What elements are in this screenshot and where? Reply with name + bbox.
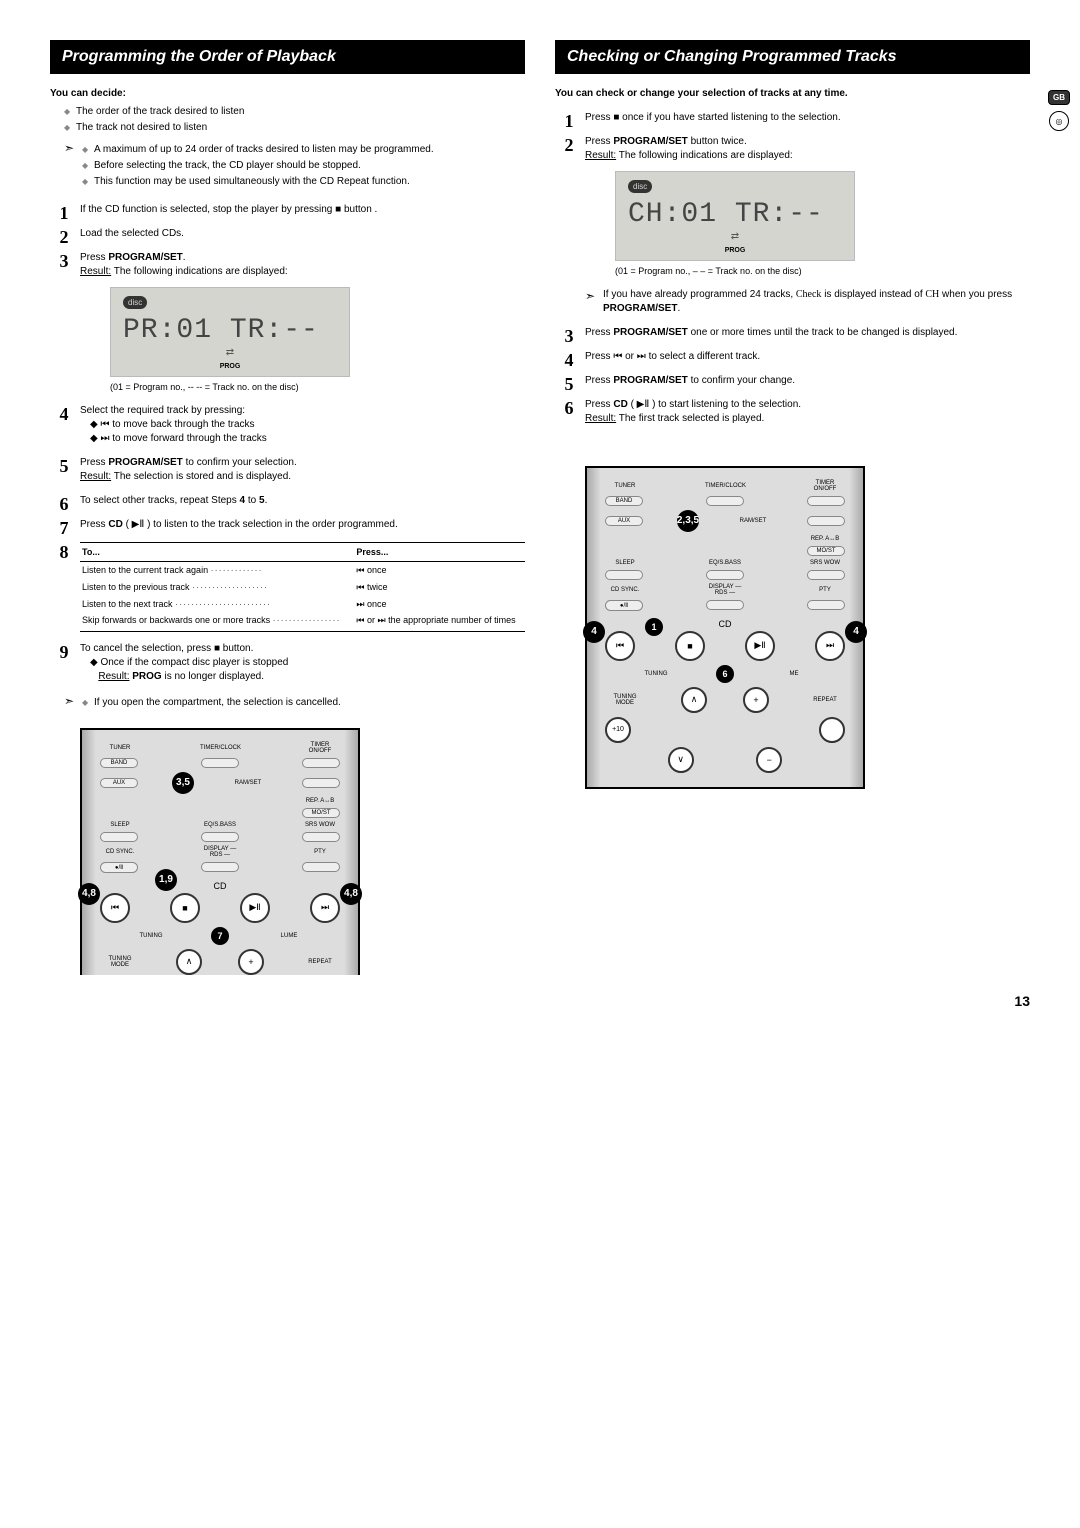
next-button[interactable]: ⏭ [815,631,845,661]
left-column: Programming the Order of Playback You ca… [50,40,525,979]
remote-left: TUNERTIMER/CLOCKTIMER ON/OFF BAND AUX 3,… [80,728,360,975]
steps-left: If the CD function is selected, stop the… [50,203,525,684]
stop-button[interactable]: ■ [170,893,200,923]
lcd-text: PR:01 TR:-- [123,311,337,350]
callout: 2,3,5 [677,510,699,532]
disc-icon: ◎ [1049,111,1069,131]
section-title-left: Programming the Order of Playback [50,40,525,74]
play-button[interactable]: ▶Ⅱ [240,893,270,923]
band-button[interactable]: BAND [605,496,643,506]
footnote-left: ➣ If you open the compartment, the selec… [50,694,525,712]
to-press-table: To...Press... Listen to the current trac… [80,542,525,632]
aux-button[interactable]: AUX [100,778,138,788]
step: Press PROGRAM/SET to confirm your select… [50,456,525,484]
right-column: Checking or Changing Programmed Tracks Y… [555,40,1030,979]
note: This function may be used simultaneously… [82,175,525,189]
callout: 3,5 [172,772,194,794]
note: A maximum of up to 24 order of tracks de… [82,143,525,157]
band-button[interactable]: BAND [100,758,138,768]
plus-button[interactable]: + [743,687,769,713]
plus10-button[interactable]: +10 [605,717,631,743]
step: Press CD ( ▶Ⅱ ) to listen to the track s… [50,518,525,532]
lcd-caption: (01 = Program no., -- -- = Track no. on … [110,381,525,394]
intro-right: You can check or change your selection o… [555,88,1030,99]
rec-button[interactable]: ●/Ⅱ [605,600,643,611]
callout: 1 [645,618,663,636]
prev-button[interactable]: ⏮ [605,631,635,661]
section-title-right: Checking or Changing Programmed Tracks [555,40,1030,74]
step: Select the required track by pressing: ◆… [50,404,525,446]
note-block: ➣ A maximum of up to 24 order of tracks … [50,141,525,191]
callout: 6 [716,665,734,683]
step: Press ⏮ or ⏭ to select a different track… [555,350,1030,364]
note: Before selecting the track, the CD playe… [82,159,525,173]
up-button[interactable]: ∧ [681,687,707,713]
intro-left: You can decide: [50,88,525,99]
step: If the CD function is selected, stop the… [50,203,525,217]
cd-label: CD [605,619,845,629]
steps-right: Press ■ once if you have started listeni… [555,111,1030,426]
rec-button[interactable]: ●/Ⅱ [100,862,138,873]
down-button[interactable]: ∨ [668,747,694,773]
lcd-display-right: disc CH:01 TR:-- ⇄ PROG [615,171,855,261]
bullet: The order of the track desired to listen [64,105,525,119]
prog-label: PROG [123,362,337,372]
step: Press PROGRAM/SET. Result: The following… [50,251,525,394]
next-button[interactable]: ⏭ [310,893,340,923]
lcd-text: CH:01 TR:-- [628,195,842,234]
step: Load the selected CDs. [50,227,525,241]
lcd-caption: (01 = Program no., – – = Track no. on th… [615,265,1030,278]
step: To select other tracks, repeat Steps 4 t… [50,494,525,508]
decide-list: The order of the track desired to listen… [50,105,525,135]
prev-button[interactable]: ⏮ [100,893,130,923]
moist-button[interactable]: MO/ST [302,808,340,818]
callout: 4 [845,621,867,643]
play-button[interactable]: ▶Ⅱ [745,631,775,661]
callout: 7 [211,927,229,945]
page-number: 13 [1014,993,1030,1009]
step: To cancel the selection, press ■ button.… [50,642,525,684]
step: Press CD ( ▶Ⅱ ) to start listening to th… [555,398,1030,426]
stop-button[interactable]: ■ [675,631,705,661]
step: Press PROGRAM/SET one or more times unti… [555,326,1030,340]
callout: 1,9 [155,869,177,891]
disc-label: disc [628,180,652,193]
plus-button[interactable]: + [238,949,264,975]
callout: 4,8 [78,883,100,905]
arrow-icon: ➣ [585,288,603,316]
gb-badge: GB [1048,90,1070,105]
minus-button[interactable]: − [756,747,782,773]
moist-button[interactable]: MO/ST [807,546,845,556]
cd-label: CD [100,881,340,891]
step: Press PROGRAM/SET button twice. Result: … [555,135,1030,316]
aux-button[interactable]: AUX [605,516,643,526]
step: Press PROGRAM/SET to confirm your change… [555,374,1030,388]
bullet: The track not desired to listen [64,121,525,135]
step: To...Press... Listen to the current trac… [50,542,525,632]
lcd-display-left: disc PR:01 TR:-- ⇄ PROG [110,287,350,377]
callout: 4,8 [340,883,362,905]
disc-label: disc [123,296,147,309]
prog-label: PROG [628,246,842,256]
arrow-icon: ➣ [64,141,82,191]
step: Press ■ once if you have started listeni… [555,111,1030,125]
arrow-icon: ➣ [64,694,82,712]
remote-right: TUNERTIMER/CLOCKTIMER ON/OFF BAND AUX 2,… [585,466,865,789]
callout: 4 [583,621,605,643]
side-icons: GB ◎ [1048,90,1070,131]
up-button[interactable]: ∧ [176,949,202,975]
